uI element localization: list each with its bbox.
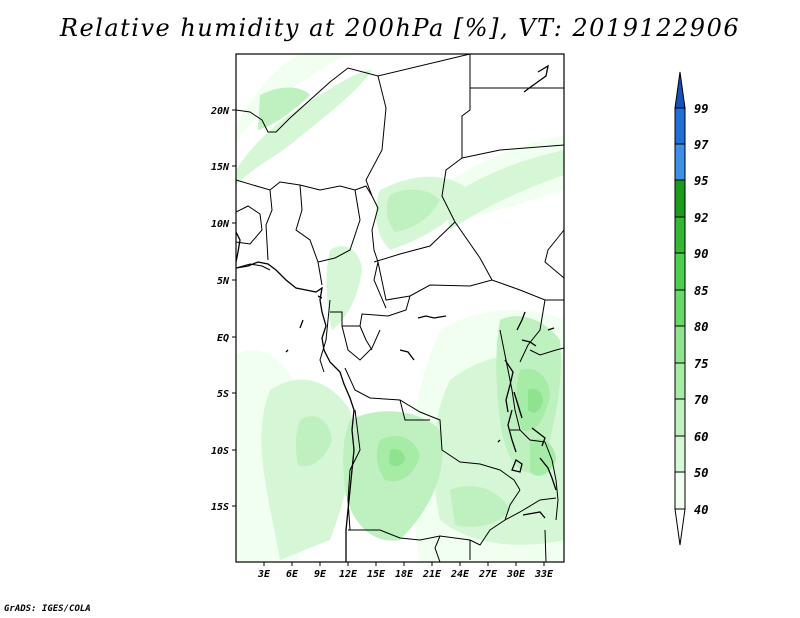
colorbar-label: 50 <box>694 466 708 480</box>
colorbar-swatch <box>674 143 686 181</box>
lat-label: 5S <box>217 389 229 400</box>
colorbar-swatch <box>674 325 686 364</box>
lat-tick-labels: 20N 15N 10N 5N EQ 5S 10S 15S <box>210 106 230 513</box>
colorbar-swatch <box>674 471 686 510</box>
colorbar-label: 92 <box>694 211 708 225</box>
lat-ticks <box>232 109 236 507</box>
colorbar-swatch <box>674 179 686 218</box>
humidity-shading <box>236 54 564 562</box>
lon-label: 33E <box>534 569 554 580</box>
lon-label: 18E <box>395 569 414 580</box>
rh-75-80 <box>389 388 543 467</box>
colorbar-label: 40 <box>694 503 708 517</box>
grads-credit: GrADS: IGES/COLA <box>4 604 91 614</box>
colorbar-label: 99 <box>694 102 708 116</box>
lat-label: EQ <box>217 333 229 344</box>
colorbar-swatch <box>674 107 686 145</box>
colorbar-top-arrow <box>674 71 686 109</box>
lat-label: 15S <box>211 502 229 513</box>
lon-label: 3E <box>257 569 271 580</box>
colorbar-swatch <box>674 289 686 327</box>
colorbar-label: 97 <box>694 138 709 152</box>
lon-label: 12E <box>339 569 358 580</box>
lon-tick-labels: 3E 6E 9E 12E 15E 18E 21E 24E 27E 30E 33E <box>257 569 554 580</box>
lon-label: 24E <box>450 569 470 580</box>
colorbar-swatch <box>674 362 686 400</box>
lon-label: 9E <box>314 569 327 580</box>
colorbar-label: 60 <box>694 430 708 444</box>
colorbar-label: 70 <box>694 393 708 407</box>
lon-label: 27E <box>478 569 498 580</box>
colorbar-swatch <box>674 252 686 291</box>
lat-label: 10N <box>211 219 230 230</box>
lon-ticks <box>263 562 545 566</box>
colorbar-label: 75 <box>694 357 708 371</box>
map-frame <box>235 53 565 563</box>
lon-label: 15E <box>367 569 386 580</box>
colorbar: 99 97 95 92 90 85 80 75 70 60 50 40 <box>674 71 709 546</box>
rh-70-75 <box>376 368 556 482</box>
colorbar-label: 95 <box>694 174 708 188</box>
colorbar-bottom-arrow <box>674 508 686 546</box>
lat-label: 5N <box>217 276 230 287</box>
lon-label: 21E <box>422 569 442 580</box>
coastline <box>236 64 557 562</box>
colorbar-label: 85 <box>694 284 708 298</box>
lon-label: 6E <box>286 569 299 580</box>
colorbar-swatch <box>674 398 686 437</box>
lat-label: 20N <box>210 106 230 117</box>
colorbar-swatch <box>674 435 686 473</box>
colorbar-label: 80 <box>694 320 708 334</box>
colorbar-label: 90 <box>694 247 708 261</box>
country-borders <box>236 54 564 562</box>
page-title: Relative humidity at 200hPa [%], VT: 201… <box>59 14 741 42</box>
lat-label: 15N <box>211 162 230 173</box>
lon-label: 30E <box>506 569 526 580</box>
lat-label: 10S <box>211 446 229 457</box>
colorbar-swatch <box>674 216 686 254</box>
